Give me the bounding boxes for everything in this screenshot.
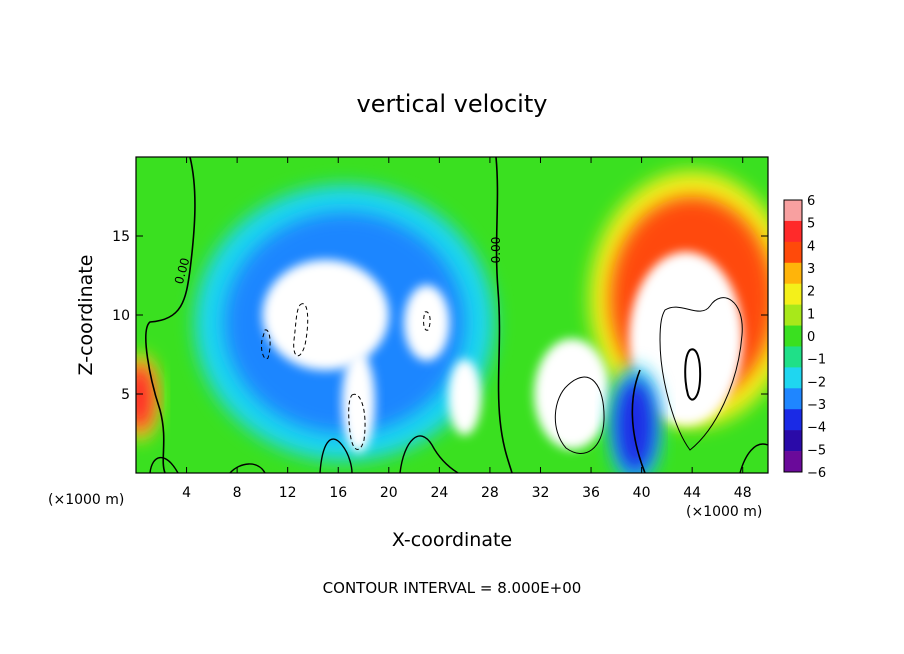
zero-contour-right (631, 369, 646, 473)
x-axis: 4 8 12 16 20 24 28 32 36 40 44 48 (182, 157, 752, 501)
colorbar-swatch (784, 304, 802, 326)
contour-label-left: 0.00 (172, 256, 192, 285)
field-blob-5 (403, 284, 450, 361)
x-unit-label-right: (×1000 m) (686, 504, 762, 520)
zero-contour-middle (495, 157, 513, 473)
x-tick-label: 44 (683, 485, 701, 501)
colorbar-swatch (784, 220, 802, 243)
field-blob-9 (628, 251, 743, 426)
field-blob-10 (615, 378, 656, 473)
colorbar-swatch (784, 346, 802, 368)
contour-interval-note: CONTOUR INTERVAL = 8.000E+00 (323, 579, 582, 597)
contour-downdraft-core-1 (293, 303, 309, 357)
x-tick-label: 24 (430, 485, 448, 501)
field-blob-6 (448, 359, 482, 436)
contour-label-middle: 0.00 (489, 237, 503, 264)
colorbar-swatch (784, 241, 802, 264)
velocity-field (136, 170, 768, 473)
colorbar-swatch (784, 262, 802, 284)
contour-lines (145, 157, 768, 473)
colorbar-swatch (784, 451, 802, 473)
y-tick-label: 15 (112, 229, 130, 245)
colorbar-swatch (784, 430, 802, 452)
x-tick-label: 36 (582, 485, 600, 501)
colorbar-swatch (784, 409, 802, 431)
x-unit-label-left: (×1000 m) (48, 492, 124, 508)
chart-title: vertical velocity (357, 90, 548, 118)
y-axis: 5 10 15 (112, 229, 768, 403)
x-axis-label: X-coordinate (392, 529, 512, 551)
contour-downdraft-core-2 (348, 393, 366, 450)
colorbar-tick-label: −5 (807, 443, 826, 458)
colorbar-swatch (784, 367, 802, 389)
x-tick-label: 32 (532, 485, 550, 501)
colorbar-swatch (784, 325, 802, 347)
zero-contour-left (145, 157, 196, 473)
x-tick-label: 28 (481, 485, 499, 501)
contour-downdraft-core-4 (423, 311, 431, 331)
colorbar-tick-label: 3 (807, 262, 815, 277)
plot-area: 0.00 0.00 (136, 157, 768, 473)
contour-updraft-left (554, 376, 605, 454)
field-blob-4 (342, 351, 375, 453)
colorbar-frame (783, 199, 803, 473)
x-tick-label: 12 (279, 485, 297, 501)
y-tick-label: 10 (112, 308, 130, 324)
field-blob-8 (534, 338, 610, 450)
contour-updraft-core (684, 348, 702, 401)
colorbar-tick-label: 2 (807, 285, 815, 300)
colorbar-swatch (784, 200, 802, 222)
colorbar-tick-label: −6 (807, 466, 826, 481)
colorbar-tick-label: −2 (807, 375, 826, 390)
colorbar-tick-label: −4 (807, 421, 826, 436)
field-blob-3 (262, 259, 389, 371)
y-tick-label: 5 (121, 387, 130, 403)
colorbar-tick-label: 1 (807, 307, 815, 322)
colorbar-tick-label: −3 (807, 398, 826, 413)
colorbar-tick-label: 4 (807, 239, 815, 254)
y-axis-label: Z-coordinate (75, 255, 97, 376)
contour-updraft-right (659, 297, 743, 451)
colorbar-swatch (784, 388, 802, 410)
colorbar-swatch (784, 283, 802, 305)
x-tick-label: 48 (734, 485, 752, 501)
colorbar-tick-label: −1 (807, 353, 826, 368)
field-blob-1 (136, 362, 155, 432)
x-tick-label: 8 (233, 485, 242, 501)
colorbar-tick-label: 6 (807, 194, 815, 209)
x-tick-label: 20 (380, 485, 398, 501)
colorbar-tick-label: 5 (807, 217, 815, 232)
colorbar-tick-label: 0 (807, 330, 815, 345)
contour-downdraft-core-3 (261, 329, 271, 360)
x-tick-label: 4 (182, 485, 191, 501)
x-tick-label: 40 (633, 485, 651, 501)
contour-surface-bumps (149, 435, 768, 473)
x-tick-label: 16 (329, 485, 347, 501)
colorbar: 6 5 4 3 2 1 0 −1 −2 −3 −4 −5 −6 (783, 194, 826, 481)
